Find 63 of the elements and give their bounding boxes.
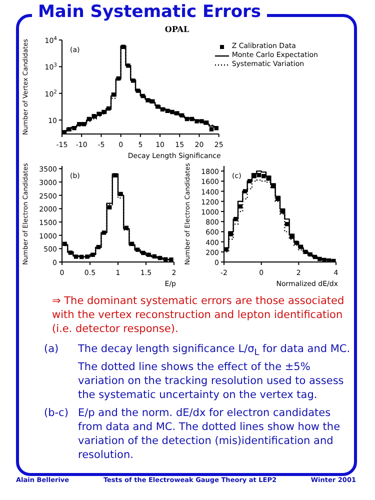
point: [280, 209, 284, 214]
point: [68, 250, 73, 255]
point: [180, 113, 184, 118]
text: E/p and the norm. dE/dx for electron candidates from data and MC. The dotted lines show how the variation of the detection (mis)identification and resolution.: [78, 406, 342, 462]
point: [77, 122, 82, 126]
point: [62, 130, 67, 134]
point: [175, 111, 180, 116]
point: [262, 174, 266, 178]
point: [102, 110, 106, 114]
point: [322, 258, 326, 262]
point: [234, 216, 238, 222]
point: [90, 252, 95, 257]
point: [170, 110, 174, 114]
point: [135, 248, 140, 252]
chart-title: Main Systematic Errors: [32, 2, 268, 22]
point: [146, 252, 151, 257]
point: [276, 196, 280, 201]
text: (b-c): [44, 406, 70, 422]
point: [118, 192, 123, 196]
point: [308, 252, 312, 257]
point: [126, 63, 130, 68]
point: [248, 179, 252, 184]
point: [294, 240, 298, 245]
point: [304, 250, 308, 254]
point: [228, 232, 234, 236]
point: [146, 98, 150, 102]
point: [130, 242, 134, 246]
point: [252, 174, 256, 178]
point: [136, 88, 140, 93]
text: The decay length significance L/σ$_{L}$ for data and MC. The dotted line shows the effect of the ±5% variation on the tracking resolution used to assess the systematic uncertainty on the vertex tag.: [78, 342, 352, 402]
point: [116, 76, 120, 81]
point: [150, 99, 155, 104]
point: [107, 205, 112, 210]
point: [72, 126, 76, 130]
text: (a): [44, 342, 60, 357]
point: [85, 254, 90, 259]
point: [141, 250, 146, 256]
point: [163, 257, 168, 262]
point: [298, 244, 304, 249]
point: [194, 119, 199, 124]
point: [102, 230, 106, 235]
point: [270, 184, 276, 188]
point: [242, 189, 248, 194]
point: [200, 119, 204, 124]
point: [130, 78, 136, 83]
point: [62, 242, 67, 246]
text: ⇒ The dominant systematic errors are those associated with the vertex reconstruction and lepton identification (i.e. detector response).: [51, 294, 346, 337]
point: [121, 44, 126, 50]
point: [209, 127, 214, 132]
point: [332, 258, 336, 262]
chart-subtitle: OPAL: [164, 24, 190, 34]
point: [204, 120, 209, 125]
point: [67, 127, 72, 132]
point: [124, 226, 129, 230]
point: [318, 256, 322, 262]
point: [224, 247, 228, 252]
point: [74, 254, 78, 259]
point: [290, 234, 294, 239]
point: [113, 173, 118, 178]
point: [169, 257, 174, 262]
point: [238, 204, 242, 209]
point: [326, 258, 332, 262]
point: [266, 176, 270, 181]
